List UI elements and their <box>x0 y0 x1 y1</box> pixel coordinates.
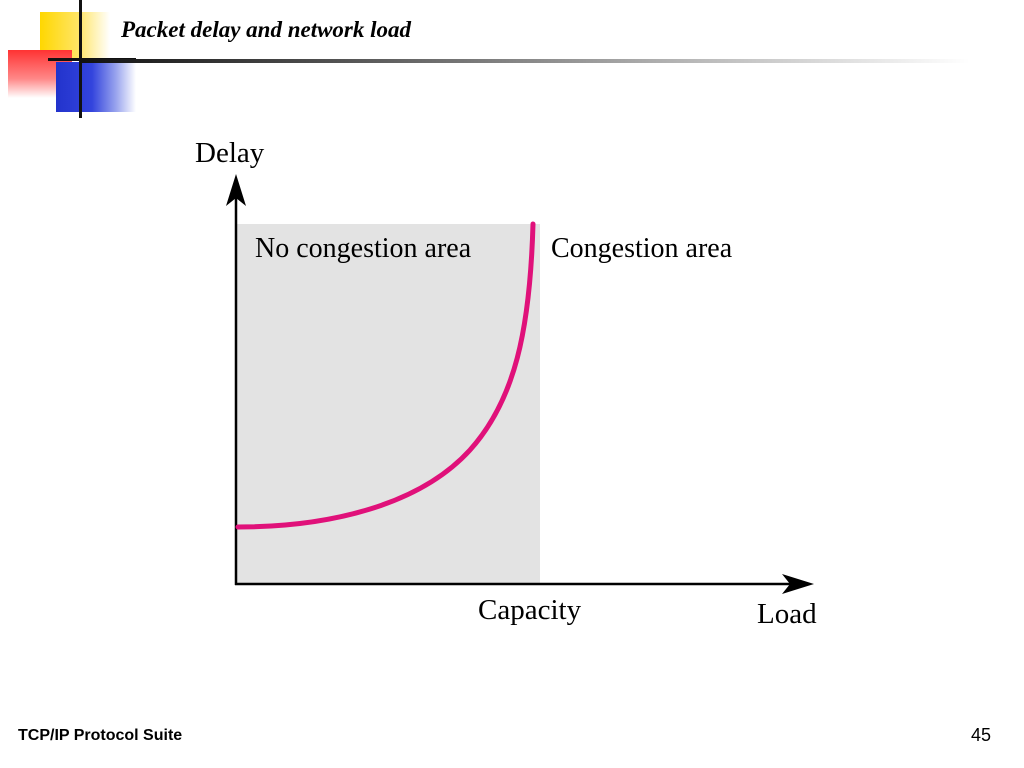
logo-blue-square <box>56 62 136 112</box>
delay-curve <box>235 221 536 530</box>
footer-text: TCP/IP Protocol Suite <box>18 727 183 744</box>
x-axis-label: Load <box>757 598 817 630</box>
page-number: 45 <box>970 725 991 745</box>
y-axis-label: Delay <box>195 137 265 169</box>
x-axis-arrowhead <box>782 574 814 594</box>
congestion-label: Congestion area <box>551 233 733 264</box>
no-congestion-label: No congestion area <box>255 233 472 264</box>
slide-logo <box>0 0 140 120</box>
capacity-label: Capacity <box>478 594 582 626</box>
no-congestion-region <box>237 224 540 584</box>
slide-title: Packet delay and network load <box>121 17 412 42</box>
title-underline <box>80 59 970 63</box>
y-axis-arrowhead <box>226 174 246 206</box>
